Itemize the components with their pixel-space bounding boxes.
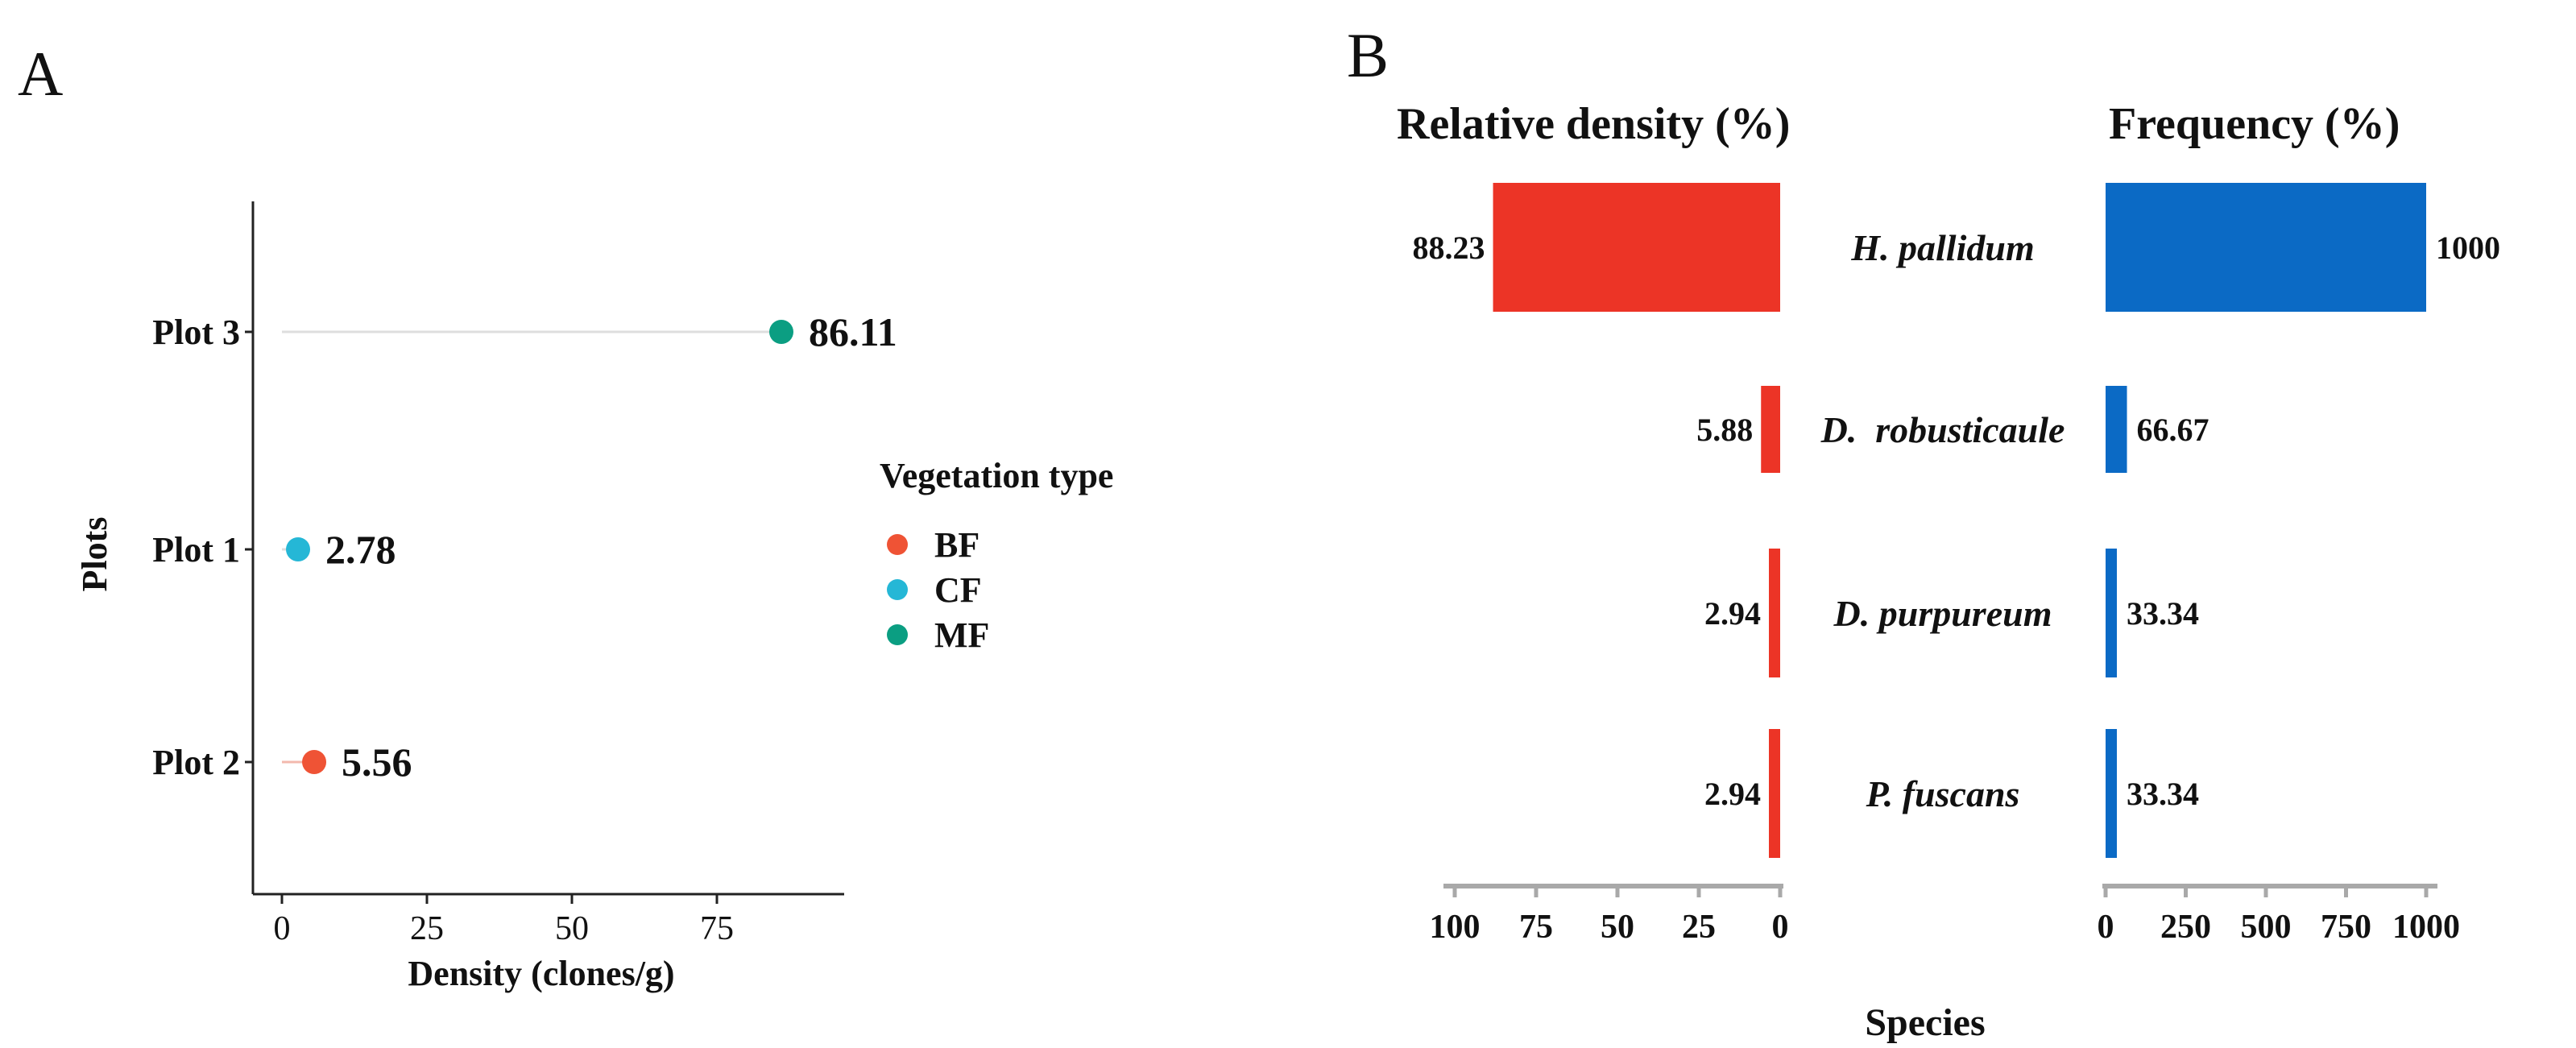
frequency-bar <box>2106 729 2117 858</box>
panel-a: A Plots Density (clones/g) 0 25 50 75 Plot 3… <box>18 39 1113 993</box>
panel-b: B Relative density (%) Frequency (%) Spe… <box>1347 20 2500 1044</box>
species-label: H. pallidum <box>1850 227 2034 268</box>
frequency-value: 33.34 <box>2127 595 2199 632</box>
legend-entry: CF <box>934 570 982 610</box>
relative-density-value: 2.94 <box>1704 595 1761 632</box>
data-point <box>768 320 793 344</box>
panel-a-marks: 86.11 2.78 5.56 <box>282 309 897 785</box>
relative-density-tick-label: 0 <box>1772 909 1789 946</box>
panel-a-x-axis-label: Density (clones/g) <box>408 954 674 993</box>
species-labels: H. pallidum D. robusticaule D. purpureum P.… <box>1820 227 2065 814</box>
data-label: 5.56 <box>342 739 412 785</box>
frequency-bar <box>2106 386 2127 473</box>
legend-swatch <box>887 534 908 555</box>
panel-a-ticks: 0 25 50 75 Plot 3 Plot 1 Plot 2 <box>152 313 734 947</box>
relative-density-bar <box>1769 549 1780 677</box>
species-label: D. purpureum <box>1833 593 2052 634</box>
frequency-heading: Frequency (%) <box>2109 99 2400 149</box>
y-tick-label: Plot 1 <box>152 530 240 570</box>
panel-a-legend: Vegetation type BF CF MF <box>880 456 1113 655</box>
frequency-value: 66.67 <box>2137 412 2209 448</box>
panel-b-axes: 100 75 50 25 0 0 250 500 750 1000 <box>1430 884 2460 946</box>
relative-density-tick-label: 100 <box>1430 909 1481 946</box>
frequency-tick-label: 0 <box>2098 909 2114 946</box>
panel-b-x-axis-label: Species <box>1865 1001 1985 1044</box>
panel-a-letter: A <box>18 39 63 109</box>
relative-density-tick-label: 75 <box>1519 909 1553 946</box>
legend-swatch <box>887 579 908 600</box>
panel-a-axes <box>251 201 844 896</box>
frequency-bars: 1000 66.67 33.34 33.34 <box>2106 183 2500 858</box>
relative-density-tick-label: 50 <box>1601 909 1634 946</box>
relative-density-bar <box>1493 183 1780 312</box>
species-label: D. robusticaule <box>1820 409 2065 450</box>
data-point <box>286 537 311 561</box>
legend-title: Vegetation type <box>880 456 1113 495</box>
frequency-tick-label: 500 <box>2241 909 2292 946</box>
relative-density-bars: 88.23 5.88 2.94 2.94 <box>1413 183 1780 858</box>
frequency-tick-label: 1000 <box>2392 909 2460 946</box>
relative-density-heading: Relative density (%) <box>1397 99 1790 149</box>
relative-density-tick-label: 25 <box>1682 909 1716 946</box>
relative-density-value: 88.23 <box>1413 230 1485 266</box>
y-tick-label: Plot 3 <box>152 313 240 352</box>
y-tick-label: Plot 2 <box>152 743 240 782</box>
legend-entry: BF <box>934 525 979 565</box>
data-label: 2.78 <box>325 527 396 572</box>
relative-density-value: 2.94 <box>1704 776 1761 812</box>
data-point <box>302 750 327 774</box>
relative-density-bar <box>1769 729 1780 858</box>
data-label: 86.11 <box>809 309 897 354</box>
x-tick-label: 50 <box>555 910 589 947</box>
frequency-bar <box>2106 549 2117 677</box>
panel-b-letter: B <box>1347 20 1389 90</box>
legend-swatch <box>887 624 908 645</box>
relative-density-bar <box>1761 386 1780 473</box>
frequency-value: 33.34 <box>2127 776 2199 812</box>
frequency-tick-label: 250 <box>2160 909 2211 946</box>
frequency-bar <box>2106 183 2426 312</box>
legend-entry: MF <box>934 615 989 655</box>
frequency-tick-label: 750 <box>2321 909 2371 946</box>
species-label: P. fuscans <box>1866 773 2020 814</box>
relative-density-value: 5.88 <box>1696 412 1753 448</box>
x-tick-label: 75 <box>700 910 734 947</box>
x-tick-label: 25 <box>410 910 444 947</box>
frequency-value: 1000 <box>2436 230 2500 266</box>
x-tick-label: 0 <box>274 910 291 947</box>
panel-a-y-axis-label: Plots <box>75 517 114 592</box>
